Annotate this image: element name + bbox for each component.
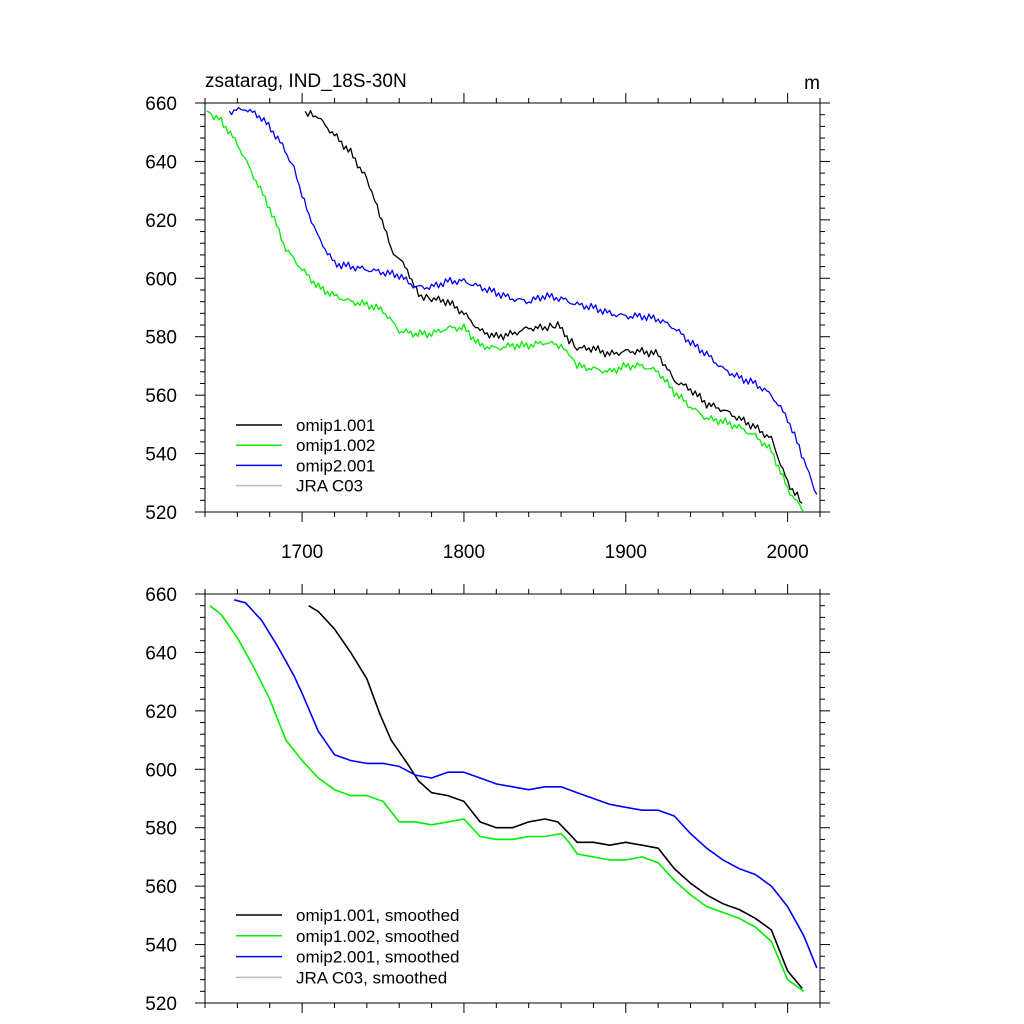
y-tick-label: 600	[145, 760, 177, 781]
y-tick-label: 660	[145, 94, 177, 115]
units-label: m	[804, 73, 820, 94]
legend-label: omip1.001	[296, 416, 375, 435]
y-tick-label: 560	[145, 386, 177, 407]
plot-frame	[204, 102, 821, 513]
y-tick-label: 600	[145, 269, 177, 290]
legend-label: omip2.001, smoothed	[296, 948, 460, 967]
legend-label: JRA C03, smoothed	[296, 968, 447, 987]
y-tick-label: 620	[145, 702, 177, 723]
y-tick-label: 660	[145, 585, 177, 606]
legend-label: omip1.001, smoothed	[296, 906, 460, 925]
legend-label: omip1.002, smoothed	[296, 927, 460, 946]
legend: omip1.001, smoothed omip1.002, smoothed om…	[236, 906, 460, 987]
series-line-omip1-001-smoothed	[308, 605, 803, 989]
x-tick-label: 1800	[443, 542, 485, 563]
y-tick-label: 520	[145, 994, 177, 1015]
series-line-omip1-002-smoothed	[209, 605, 805, 992]
x-tick-label: 2000	[766, 542, 808, 563]
chart-title: zsatarag, IND_18S-30N	[205, 71, 407, 92]
top-panel: 1700 1800 1900 2000 520 540 560 580 600 620 640 660…	[145, 71, 830, 563]
y-tick-label: 540	[145, 445, 177, 466]
series-line-omip1-001	[304, 109, 803, 504]
y-tick-label: 620	[145, 211, 177, 232]
plot-frame	[204, 593, 821, 1004]
y-tick-label: 520	[145, 503, 177, 524]
series-line-omip2-001-smoothed	[233, 599, 818, 969]
y-tick-label: 640	[145, 643, 177, 664]
series-line-omip1-002	[206, 110, 805, 513]
bottom-panel: 520 540 560 580 600 620 640 660 omip1.001, smoot…	[145, 584, 830, 1015]
x-tick-label: 1700	[281, 542, 323, 563]
y-tick-label: 640	[145, 152, 177, 173]
y-tick-label: 580	[145, 819, 177, 840]
y-tick-label: 560	[145, 877, 177, 898]
legend-label: omip2.001	[296, 456, 375, 475]
legend-label: JRA C03	[296, 477, 363, 496]
series-line-omip2-001	[228, 106, 818, 495]
y-tick-label: 540	[145, 936, 177, 957]
y-tick-label: 580	[145, 328, 177, 349]
legend-label: omip1.002	[296, 436, 375, 455]
x-tick-label: 1900	[605, 542, 647, 563]
